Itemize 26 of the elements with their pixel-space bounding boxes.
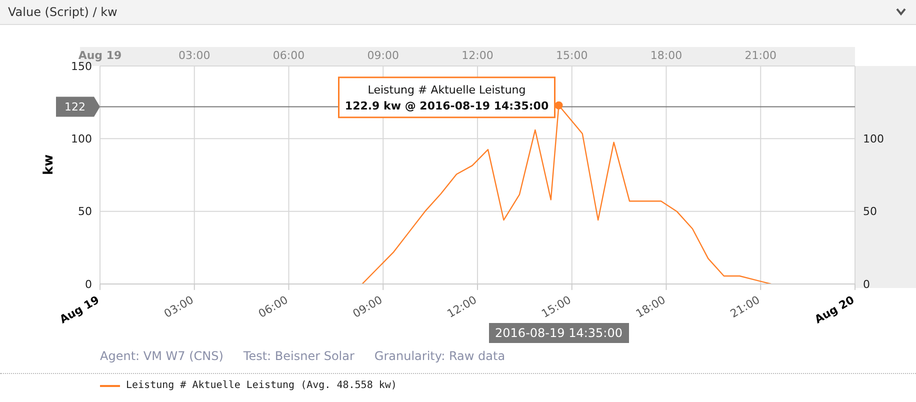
legend-label: Leistung # Aktuelle Leistung (Avg. 48.558 kw) — [126, 380, 397, 391]
x2-tick-label: 09:00 — [367, 49, 399, 62]
text: Agent: VM W7 (CNS) — [100, 349, 224, 363]
x2-tick-label: 12:00 — [462, 49, 494, 62]
text: 2016-08-19 14:35:00 — [488, 323, 629, 343]
y-axis-title: kw — [42, 154, 57, 175]
y2-tick-label: 0 — [863, 278, 870, 291]
text: Test: Beisner Solar — [243, 349, 354, 363]
annotation: Leistung # Aktuelle Leistung 122.9 kw @ 2016-08-19 14:35:00 — [344, 83, 549, 112]
y2-tick-label: 100 — [863, 132, 884, 146]
y2-tick-label: 50 — [863, 205, 877, 218]
x2-tick-label: Aug 19 — [78, 49, 122, 62]
y-tick-label: 50 — [78, 205, 92, 218]
y-tick-label: 0 — [85, 278, 92, 291]
x2-tick-label: 15:00 — [556, 49, 588, 62]
y-tick-label: 150 — [71, 60, 92, 73]
ref-line-label: 122 — [64, 100, 86, 114]
x2-tick-label: 21:00 — [744, 49, 776, 62]
y-tick-label: 100 — [71, 132, 92, 146]
x2-tick-label: 18:00 — [650, 49, 682, 62]
x-tick-label: Aug 20 — [812, 293, 857, 326]
x2-tick-label: 03:00 — [178, 49, 210, 62]
chart-title: Value (Script) / kw — [8, 5, 118, 19]
x-tick-label: Aug 19 — [57, 293, 102, 326]
text: Granularity: Raw data — [374, 349, 506, 363]
x2-tick-label: 06:00 — [272, 49, 305, 62]
